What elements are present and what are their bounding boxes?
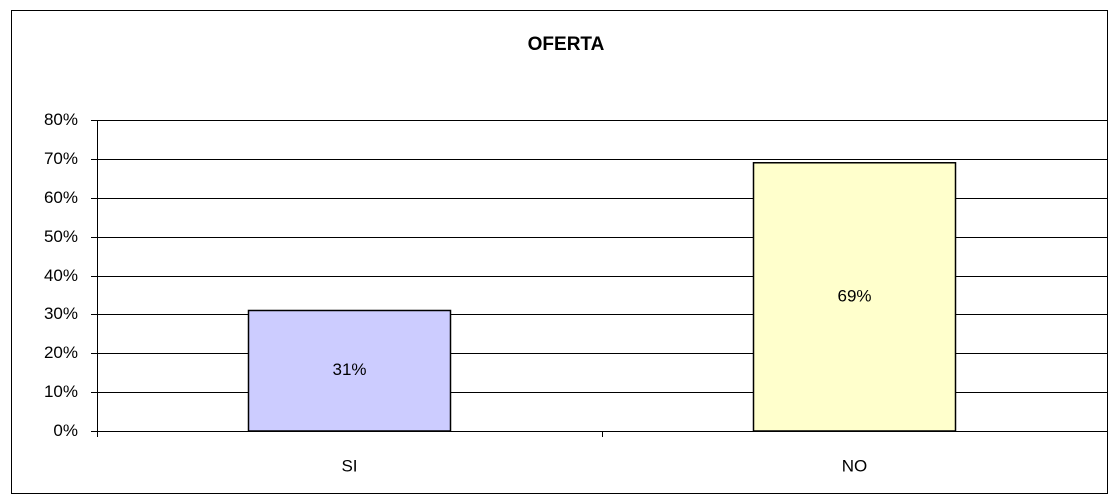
data-label: 31% <box>332 360 366 379</box>
y-tick-label: 80% <box>44 110 78 129</box>
y-tick-label: 70% <box>44 149 78 168</box>
y-tick-label: 50% <box>44 227 78 246</box>
y-tick-label: 20% <box>44 343 78 362</box>
x-tick-label: SI <box>341 456 357 475</box>
y-tick-label: 10% <box>44 382 78 401</box>
bar <box>247 309 452 432</box>
x-tick-label: NO <box>842 456 868 475</box>
chart-title: OFERTA <box>528 34 605 55</box>
bar <box>752 162 957 432</box>
y-tick-label: 60% <box>44 188 78 207</box>
y-tick-label: 30% <box>44 304 78 323</box>
y-tick-label: 40% <box>44 266 78 285</box>
data-label: 69% <box>837 286 871 305</box>
y-tick-label: 0% <box>53 421 78 440</box>
